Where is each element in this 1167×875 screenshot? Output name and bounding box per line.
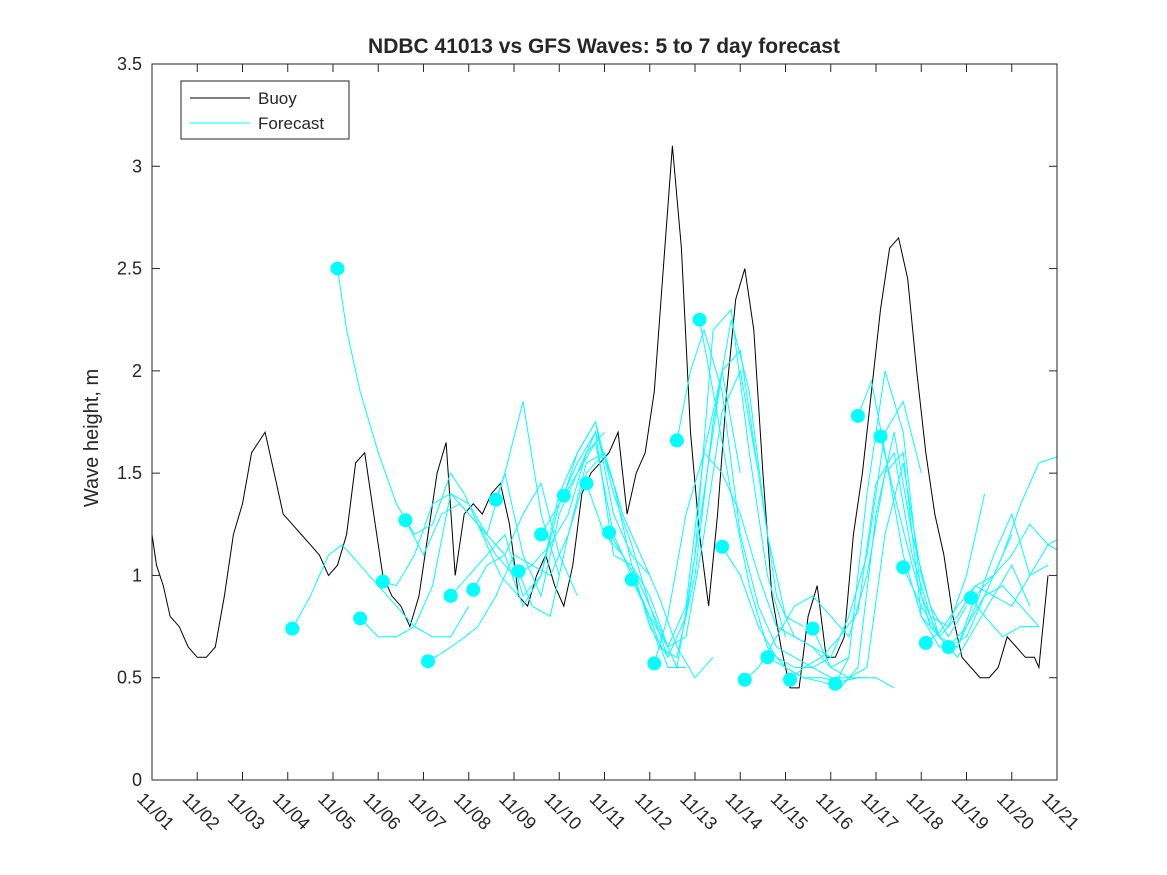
forecast-start-marker <box>556 488 571 503</box>
forecast-start-marker <box>488 492 503 507</box>
forecast-start-marker <box>918 635 933 650</box>
y-tick-label: 2.5 <box>117 259 142 279</box>
buoy-series <box>152 145 1049 689</box>
buoy-line <box>152 145 1049 689</box>
forecast-start-marker <box>398 513 413 528</box>
forecast-line <box>789 451 986 681</box>
forecast-start-markers <box>285 261 979 691</box>
forecast-start-marker <box>602 525 617 540</box>
legend-box <box>180 80 350 140</box>
forecast-line <box>812 462 1013 679</box>
forecast-line <box>404 431 605 577</box>
forecast-start-marker <box>443 588 458 603</box>
chart-title: NDBC 41013 vs GFS Waves: 5 to 7 day fore… <box>368 35 840 58</box>
forecast-line <box>359 401 560 638</box>
y-axis: 0 0.5 1 1.5 2 2.5 3 3.5 <box>117 54 1057 790</box>
y-tick-label: 1.5 <box>117 463 142 483</box>
forecast-start-marker <box>421 654 436 669</box>
y-tick-label: 1 <box>132 565 142 585</box>
forecast-line <box>721 400 922 668</box>
forecast-start-marker <box>850 408 865 423</box>
forecast-start-marker <box>375 574 390 589</box>
forecast-line <box>450 420 651 597</box>
forecast-line <box>925 539 1057 644</box>
forecast-line <box>518 451 714 679</box>
forecast-line <box>291 544 470 638</box>
forecast-line <box>540 370 741 649</box>
forecast-series <box>291 268 1057 689</box>
forecast-start-marker <box>692 312 707 327</box>
forecast-line <box>834 370 1031 685</box>
forecast-line <box>495 441 686 668</box>
forecast-start-marker <box>534 527 549 542</box>
forecast-start-marker <box>330 261 345 276</box>
forecast-start-marker <box>828 676 843 691</box>
forecast-start-marker <box>873 429 888 444</box>
legend-forecast-label: Forecast <box>258 114 324 133</box>
forecast-start-marker <box>353 611 368 626</box>
forecast-start-marker <box>805 621 820 636</box>
y-tick-label: 0 <box>132 770 142 790</box>
y-tick-label: 0.5 <box>117 668 142 688</box>
forecast-start-marker <box>669 433 684 448</box>
forecast-start-marker <box>715 539 730 554</box>
y-tick-label: 2 <box>132 361 142 381</box>
forecast-line <box>653 451 850 669</box>
forecast-start-marker <box>579 476 594 491</box>
forecast-start-marker <box>760 650 775 665</box>
forecast-line <box>970 597 1039 638</box>
y-tick-label: 3 <box>132 156 142 176</box>
legend: Buoy Forecast <box>180 80 350 140</box>
forecast-start-marker <box>647 656 662 671</box>
forecast-line <box>880 436 1057 648</box>
forecast-start-marker <box>941 640 956 655</box>
forecast-line <box>902 523 1057 638</box>
forecast-line <box>427 451 624 662</box>
legend-buoy-label: Buoy <box>258 89 297 108</box>
forecast-line <box>585 308 786 670</box>
y-tick-label: 3.5 <box>117 54 142 74</box>
forecast-start-marker <box>964 590 979 605</box>
forecast-start-marker <box>624 572 639 587</box>
forecast-start-marker <box>737 672 752 687</box>
forecast-line <box>767 432 967 689</box>
forecast-line <box>948 585 1040 648</box>
forecast-start-marker <box>285 621 300 636</box>
forecast-start-marker <box>466 582 481 597</box>
forecast-line <box>608 319 804 659</box>
forecast-start-marker <box>783 672 798 687</box>
forecast-start-marker <box>896 560 911 575</box>
forecast-start-marker <box>511 564 526 579</box>
y-axis-label: Wave height, m <box>81 369 103 507</box>
